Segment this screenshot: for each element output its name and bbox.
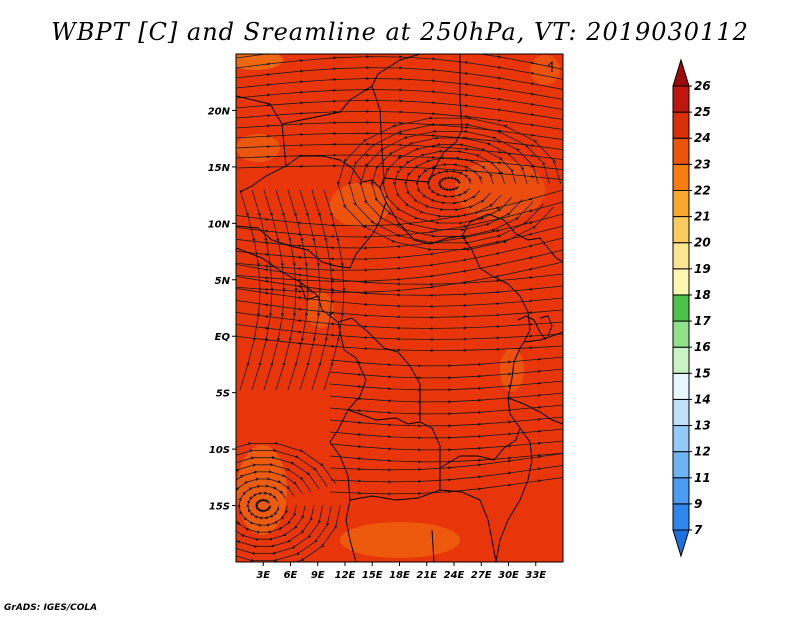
map-panel: 3E 6E 9E 12E 15E 18E 21E 24E 27E 30E 33E 20N 15N 10N… <box>208 53 564 581</box>
colorbar-label: 9 <box>694 497 702 511</box>
colorbar-bin <box>672 372 690 400</box>
grads-credit: GrADS: IGES/COLA <box>4 603 98 613</box>
colorbar-bin <box>672 137 690 165</box>
longitude-axis: 3E 6E 9E 12E 15E 18E 21E 24E 27E 30E 33E <box>256 562 546 581</box>
warm-patch <box>340 522 460 558</box>
colorbar-label: 16 <box>694 340 711 354</box>
x-tick-label: 30E <box>498 570 519 581</box>
streamlines <box>236 54 563 562</box>
y-tick-label: EQ <box>215 332 231 343</box>
streamline <box>329 392 563 404</box>
colorbar-bin <box>672 85 690 113</box>
colorbar-label: 25 <box>694 105 711 119</box>
colorbar: 7 9 11 12 13 14 15 16 17 18 19 20 21 22 23 24 25 26 <box>672 58 711 558</box>
colorbar-bin <box>672 189 690 218</box>
colorbar-label: 23 <box>694 157 711 171</box>
streamline <box>236 441 341 562</box>
colorbar-label: 12 <box>694 445 711 459</box>
colorbar-bin <box>672 425 690 453</box>
streamline <box>329 404 563 416</box>
map-title: WBPT [C] and Sreamline at 250hPa, VT: 20… <box>51 18 749 46</box>
colorbar-label: 18 <box>694 288 711 302</box>
x-tick-label: 21E <box>416 570 437 581</box>
colorbar-bin <box>672 398 690 427</box>
streamline <box>323 189 346 391</box>
x-tick-label: 6E <box>284 570 298 581</box>
colorbar-bin <box>672 477 690 505</box>
y-tick-label: 5N <box>215 276 231 287</box>
colorbar-bin <box>672 503 690 531</box>
colorbar-bin <box>672 58 690 87</box>
warm-patch <box>237 445 287 535</box>
y-tick-label: 15S <box>209 502 230 513</box>
x-tick-label: 15E <box>362 570 383 581</box>
colorbar-label: 15 <box>694 366 711 380</box>
x-tick-label: 33E <box>525 570 546 581</box>
colorbar-label: 7 <box>694 523 703 537</box>
colorbar-label: 22 <box>694 183 711 197</box>
colorbar-label: 24 <box>694 131 711 145</box>
colorbar-bin <box>672 346 690 374</box>
colorbar-label: 11 <box>694 471 711 485</box>
x-tick-label: 9E <box>311 570 325 581</box>
warm-patch <box>236 54 283 70</box>
colorbar-label: 14 <box>694 392 711 406</box>
country-boundaries <box>236 54 563 562</box>
colorbar-label: 26 <box>694 79 711 93</box>
x-tick-label: 3E <box>256 570 270 581</box>
colorbar-bin <box>672 163 690 191</box>
streamline <box>329 477 563 496</box>
y-tick-label: 15N <box>208 163 231 174</box>
x-tick-label: 18E <box>389 570 410 581</box>
latitude-axis: 20N 15N 10N 5N EQ 5S 10S 15S <box>208 106 236 513</box>
colorbar-bin <box>672 320 690 348</box>
colorbar-bin <box>672 529 690 558</box>
streamline <box>329 380 563 392</box>
colorbar-bin <box>672 111 690 139</box>
colorbar-bin <box>672 451 690 479</box>
y-tick-label: 20N <box>208 106 231 117</box>
colorbar-bin <box>672 268 690 296</box>
y-tick-label: 10S <box>209 445 230 456</box>
x-tick-label: 24E <box>444 570 465 581</box>
colorbar-label: 19 <box>694 262 711 276</box>
colorbar-bin <box>672 294 690 322</box>
streamline <box>329 416 563 428</box>
streamline <box>329 368 563 380</box>
colorbar-label: 17 <box>694 314 711 328</box>
x-tick-label: 27E <box>471 570 492 581</box>
colorbar-label: 21 <box>694 210 711 224</box>
colorbar-bin <box>672 216 690 244</box>
x-tick-label: 12E <box>335 570 356 581</box>
colorbar-label: 13 <box>694 419 711 433</box>
y-tick-label: 10N <box>208 219 231 230</box>
streamline <box>329 356 563 368</box>
y-tick-label: 5S <box>216 389 230 400</box>
colorbar-bin <box>672 242 690 270</box>
streamline <box>329 428 563 440</box>
colorbar-label: 20 <box>694 236 711 250</box>
warm-patch <box>530 55 560 85</box>
